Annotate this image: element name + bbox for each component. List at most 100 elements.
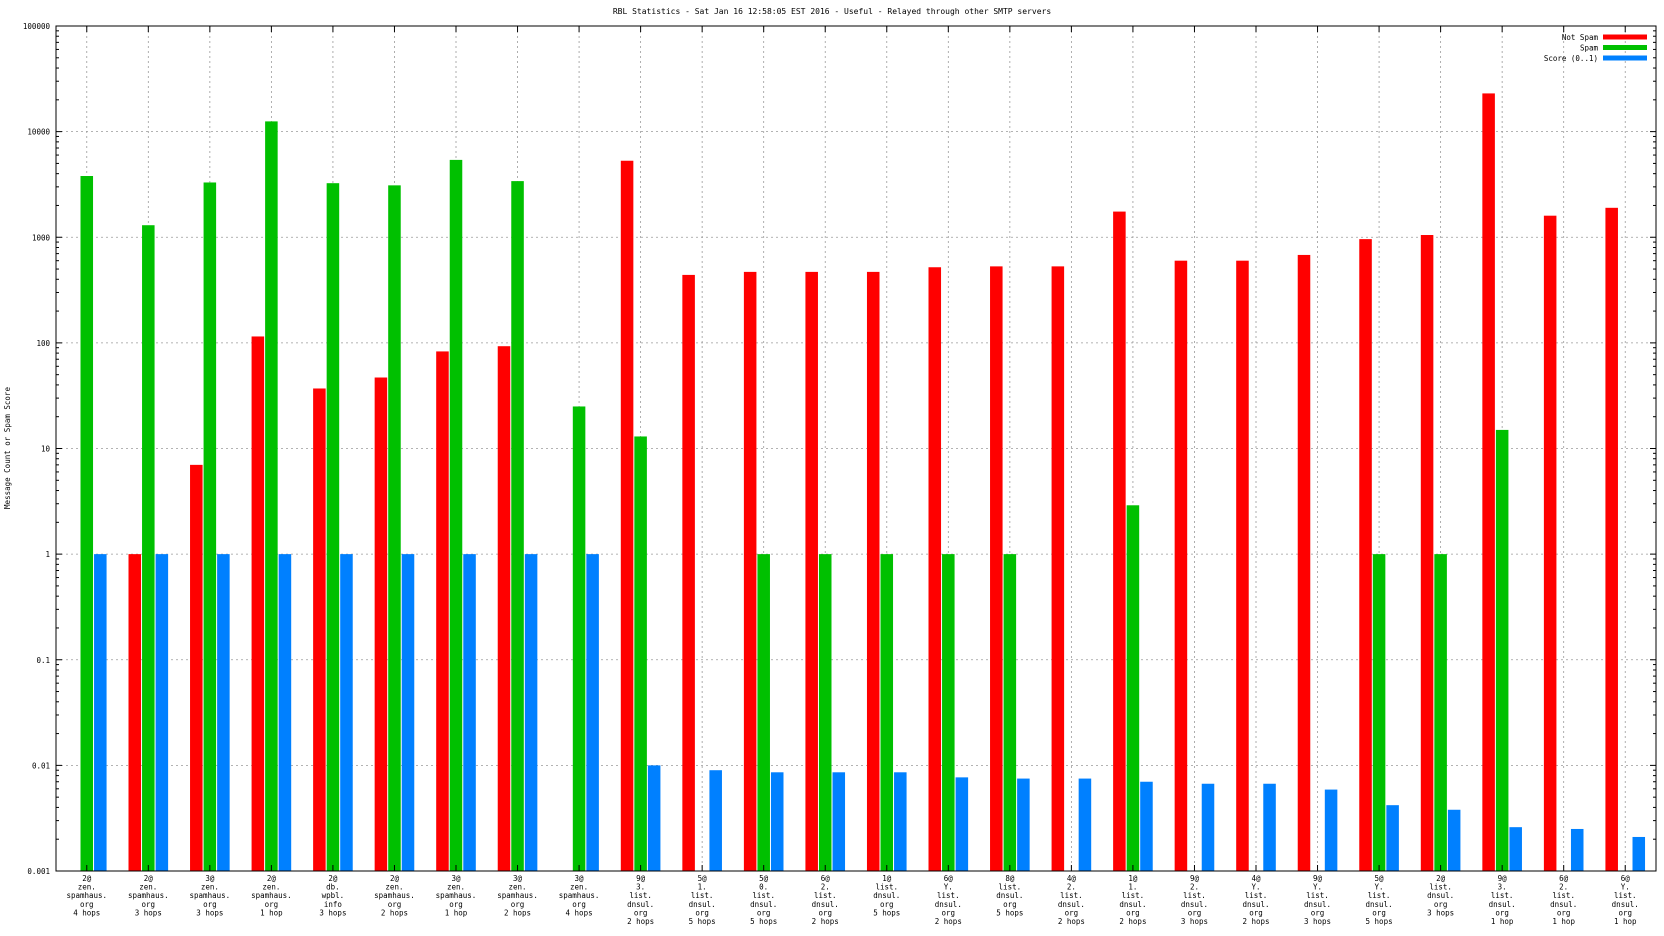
- bar-score-0-1: [1447, 809, 1461, 871]
- bar-spam: [388, 185, 401, 871]
- bar-score-0-1: [832, 772, 846, 871]
- y-tick-label: 1: [45, 550, 50, 559]
- bar-not-spam: [1051, 266, 1065, 871]
- bar-score-0-1: [340, 554, 353, 871]
- x-tick-label: 3@ zen. spamhaus. org 1 hop: [436, 874, 477, 917]
- bar-spam: [880, 554, 894, 871]
- x-tick-label: 5@ 1. list. dnsul. org 5 hops: [689, 874, 716, 926]
- bar-not-spam: [1543, 215, 1557, 871]
- bar-score-0-1: [463, 554, 476, 871]
- bar-score-0-1: [1632, 836, 1646, 871]
- bar-spam: [634, 436, 647, 871]
- x-tick-label: 6@ Y. list. dnsul. org 2 hops: [935, 874, 962, 926]
- legend-label: Spam: [1580, 44, 1599, 53]
- bar-not-spam: [1482, 93, 1495, 872]
- y-tick-label: 0.001: [27, 867, 50, 876]
- legend-label: Not Spam: [1562, 33, 1599, 42]
- x-tick-label: 2@ zen. spamhaus. org 2 hops: [374, 874, 415, 917]
- bar-score-0-1: [1140, 781, 1153, 871]
- bar-spam: [265, 121, 278, 872]
- bar-score-0-1: [401, 554, 415, 871]
- bar-score-0-1: [1324, 789, 1338, 871]
- bar-score-0-1: [1201, 783, 1215, 871]
- x-tick-label: 8@ list. dnsul. org 5 hops: [996, 874, 1023, 917]
- bar-not-spam: [1174, 260, 1188, 872]
- x-tick-label: 5@ 0. list. dnsul. org 5 hops: [750, 874, 777, 926]
- bar-not-spam: [251, 336, 265, 872]
- bar-spam: [80, 176, 94, 871]
- bar-not-spam: [313, 388, 326, 871]
- bar-not-spam: [1420, 235, 1434, 871]
- bar-not-spam: [128, 554, 142, 871]
- bar-spam: [449, 159, 463, 871]
- bar-spam: [1003, 554, 1017, 871]
- bar-score-0-1: [1386, 805, 1399, 871]
- bar-spam: [511, 181, 524, 871]
- y-tick-label: 0.1: [36, 656, 50, 665]
- bar-spam: [942, 554, 955, 871]
- bar-spam: [203, 182, 217, 872]
- x-tick-label: 9@ 3. list. dnsul. org 1 hop: [1489, 874, 1516, 926]
- legend-swatch: [1603, 45, 1647, 50]
- bar-not-spam: [1605, 207, 1618, 872]
- x-tick-label: 1@ list. dnsul. org 5 hops: [873, 874, 900, 917]
- bar-not-spam: [990, 266, 1003, 871]
- y-tick-label: 100: [36, 339, 50, 348]
- axes: 0.001 0.01 0.1 1 10 100 1000 10000 100000 2@ zen. s…: [23, 22, 1656, 926]
- bar-not-spam: [743, 271, 757, 872]
- x-tick-label: 2@ zen. spamhaus. org 1 hop: [251, 874, 292, 917]
- y-tick-label: 1000: [32, 233, 51, 242]
- bar-score-0-1: [1263, 783, 1276, 871]
- x-tick-label: 4@ Y. list. dnsul. org 2 hops: [1242, 874, 1269, 926]
- bar-score-0-1: [155, 554, 169, 871]
- x-tick-label: 5@ Y. list. dnsul. org 5 hops: [1366, 874, 1393, 926]
- x-tick-label: 9@ 2. list. dnsul. org 3 hops: [1181, 874, 1208, 926]
- chart-title: RBL Statistics - Sat Jan 16 12:58:05 EST…: [613, 7, 1051, 16]
- legend-label: Score (0..1): [1544, 54, 1598, 63]
- y-axis-label: Message Count or Spam Score: [3, 387, 12, 509]
- bar-score-0-1: [709, 770, 722, 871]
- x-tick-label: 6@ 2. list. dnsul. org 1 hop: [1550, 874, 1577, 926]
- legend-swatch: [1603, 34, 1647, 40]
- bar-spam: [142, 225, 155, 872]
- bar-spam: [1372, 554, 1386, 871]
- bar-score-0-1: [94, 554, 107, 871]
- bar-score-0-1: [1509, 827, 1522, 871]
- bar-spam: [572, 406, 586, 871]
- bar-score-0-1: [524, 554, 538, 871]
- legend-swatch: [1603, 55, 1647, 61]
- bar-not-spam: [928, 267, 942, 871]
- x-tick-label: 1@ 1. list. dnsul. org 2 hops: [1119, 874, 1146, 926]
- bar-not-spam: [1113, 211, 1126, 871]
- bar-not-spam: [436, 351, 449, 871]
- bars: [80, 93, 1646, 872]
- x-tick-label: 2@ zen. spamhaus. org 3 hops: [128, 874, 169, 917]
- bar-score-0-1: [894, 772, 907, 871]
- bar-spam: [818, 554, 832, 871]
- bar-spam: [1495, 429, 1509, 871]
- x-tick-label: 3@ zen. spamhaus. org 3 hops: [190, 874, 231, 917]
- bar-score-0-1: [586, 554, 599, 871]
- x-tick-label: 6@ Y. list. dnsul. org 1 hop: [1612, 874, 1639, 926]
- bar-not-spam: [866, 271, 880, 872]
- bar-score-0-1: [278, 554, 292, 871]
- y-tick-label: 10: [41, 445, 51, 454]
- x-tick-label: 3@ zen. spamhaus. org 4 hops: [559, 874, 600, 917]
- gridlines: [56, 26, 1656, 871]
- y-tick-label: 100000: [23, 22, 51, 31]
- bar-spam: [1434, 554, 1447, 871]
- x-tick-label: 6@ 2. list. dnsul. org 2 hops: [812, 874, 839, 926]
- y-tick-label: 0.01: [32, 761, 50, 770]
- bar-score-0-1: [1017, 778, 1030, 871]
- bar-spam: [757, 554, 770, 871]
- bar-score-0-1: [770, 772, 784, 871]
- bar-score-0-1: [1570, 828, 1584, 871]
- x-tick-label: 2@ list. dnsul. org 3 hops: [1427, 874, 1454, 917]
- bar-not-spam: [620, 160, 634, 872]
- bar-score-0-1: [647, 765, 661, 871]
- bar-not-spam: [805, 271, 818, 872]
- bar-not-spam: [682, 274, 695, 872]
- bar-not-spam: [190, 464, 203, 871]
